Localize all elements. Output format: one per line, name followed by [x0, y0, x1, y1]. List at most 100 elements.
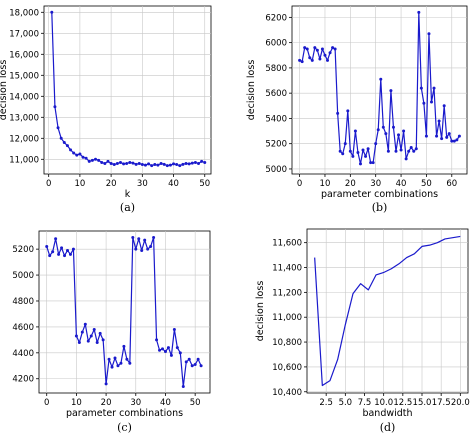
- y-tick-label: 15,000: [9, 71, 39, 81]
- data-point: [343, 142, 347, 146]
- data-point: [172, 162, 176, 166]
- data-point: [181, 162, 185, 166]
- data-point: [178, 164, 182, 168]
- data-point: [203, 160, 207, 164]
- data-point: [452, 139, 456, 143]
- panel-label: (b): [372, 201, 388, 214]
- data-point: [87, 159, 91, 163]
- data-point: [159, 162, 163, 165]
- x-tick-label: 15.0: [413, 398, 432, 408]
- x-axis-label: k: [125, 189, 131, 200]
- x-tick-label: 40: [396, 179, 407, 189]
- data-point: [78, 152, 82, 156]
- data-point: [196, 357, 200, 361]
- data-point: [199, 364, 203, 368]
- data-point: [84, 156, 88, 160]
- data-point: [54, 237, 58, 241]
- data-point: [150, 164, 154, 168]
- data-point: [63, 254, 67, 258]
- data-point: [161, 347, 164, 351]
- x-axis-label: parameter combinations: [321, 189, 438, 200]
- y-tick-label: 4800: [12, 297, 34, 307]
- data-point: [440, 137, 444, 141]
- data-point: [172, 327, 176, 331]
- data-point: [103, 162, 107, 165]
- data-point: [72, 151, 76, 155]
- data-point: [109, 162, 113, 165]
- data-point: [308, 56, 312, 60]
- data-point: [66, 248, 69, 252]
- data-point: [134, 162, 138, 166]
- x-tick-label: 0: [44, 398, 49, 408]
- y-tick-label: 10,800: [272, 338, 302, 348]
- data-point: [80, 330, 84, 334]
- data-point: [386, 149, 390, 153]
- y-tick-label: 6000: [265, 39, 287, 49]
- data-point: [399, 148, 403, 152]
- y-tick-label: 10,400: [272, 388, 302, 398]
- data-point: [315, 48, 319, 52]
- y-tick-label: 5000: [265, 165, 287, 175]
- data-point: [169, 353, 173, 357]
- data-point: [59, 136, 63, 140]
- data-point: [106, 159, 110, 163]
- data-point: [184, 162, 188, 165]
- data-point: [190, 161, 194, 165]
- y-tick-label: 12,000: [9, 134, 39, 144]
- x-tick-label: 40: [160, 398, 171, 408]
- y-tick-label: 11,600: [272, 239, 302, 249]
- x-tick-label: 30: [137, 179, 148, 189]
- x-tick-label: 20: [106, 179, 117, 189]
- data-point: [376, 128, 380, 132]
- data-point: [134, 247, 138, 251]
- data-point: [341, 152, 345, 156]
- data-point: [326, 58, 330, 62]
- data-point: [131, 161, 135, 165]
- chart-panel-a: 0 10 20 30 40 50 11,000 12,000 13,000 14,000 15,00…: [0, 5, 212, 214]
- y-tick-label: 11,000: [272, 313, 302, 323]
- data-point: [100, 160, 104, 164]
- data-point: [346, 109, 350, 113]
- data-point: [187, 357, 191, 361]
- data-point: [71, 247, 75, 251]
- panel-label: (d): [380, 421, 396, 434]
- series-line: [299, 11, 460, 165]
- data-point: [427, 32, 431, 36]
- x-tick-label: 17.5: [432, 398, 451, 408]
- data-point: [107, 357, 111, 361]
- data-point: [51, 250, 55, 254]
- x-tick-label: 40: [168, 179, 179, 189]
- data-point: [358, 162, 362, 166]
- data-point: [162, 162, 166, 166]
- data-point: [404, 157, 408, 161]
- data-point: [338, 149, 342, 153]
- series-line: [314, 235, 461, 387]
- data-point: [143, 163, 147, 167]
- data-point: [158, 348, 162, 352]
- data-point: [57, 252, 61, 256]
- data-point: [175, 163, 179, 167]
- data-point: [318, 57, 322, 61]
- y-tick-label: 11,400: [272, 264, 302, 274]
- data-point: [165, 164, 169, 168]
- x-axis-label: bandwidth: [362, 408, 412, 419]
- data-point: [131, 235, 135, 239]
- data-point: [419, 86, 423, 90]
- data-point: [125, 162, 129, 165]
- data-point: [364, 154, 368, 158]
- data-point: [119, 361, 123, 365]
- y-tick-label: 5200: [265, 140, 287, 150]
- x-tick-label: 5.0: [339, 398, 353, 408]
- data-point: [303, 46, 307, 50]
- data-point: [122, 162, 126, 166]
- data-point: [113, 356, 117, 360]
- data-point: [65, 144, 69, 148]
- data-point: [75, 153, 79, 157]
- y-tick-label: 4200: [12, 375, 34, 385]
- x-tick-label: 10: [74, 179, 85, 189]
- data-point: [98, 331, 102, 335]
- data-point: [414, 147, 418, 151]
- data-point: [48, 254, 52, 258]
- data-point: [190, 364, 194, 368]
- data-point: [437, 119, 441, 123]
